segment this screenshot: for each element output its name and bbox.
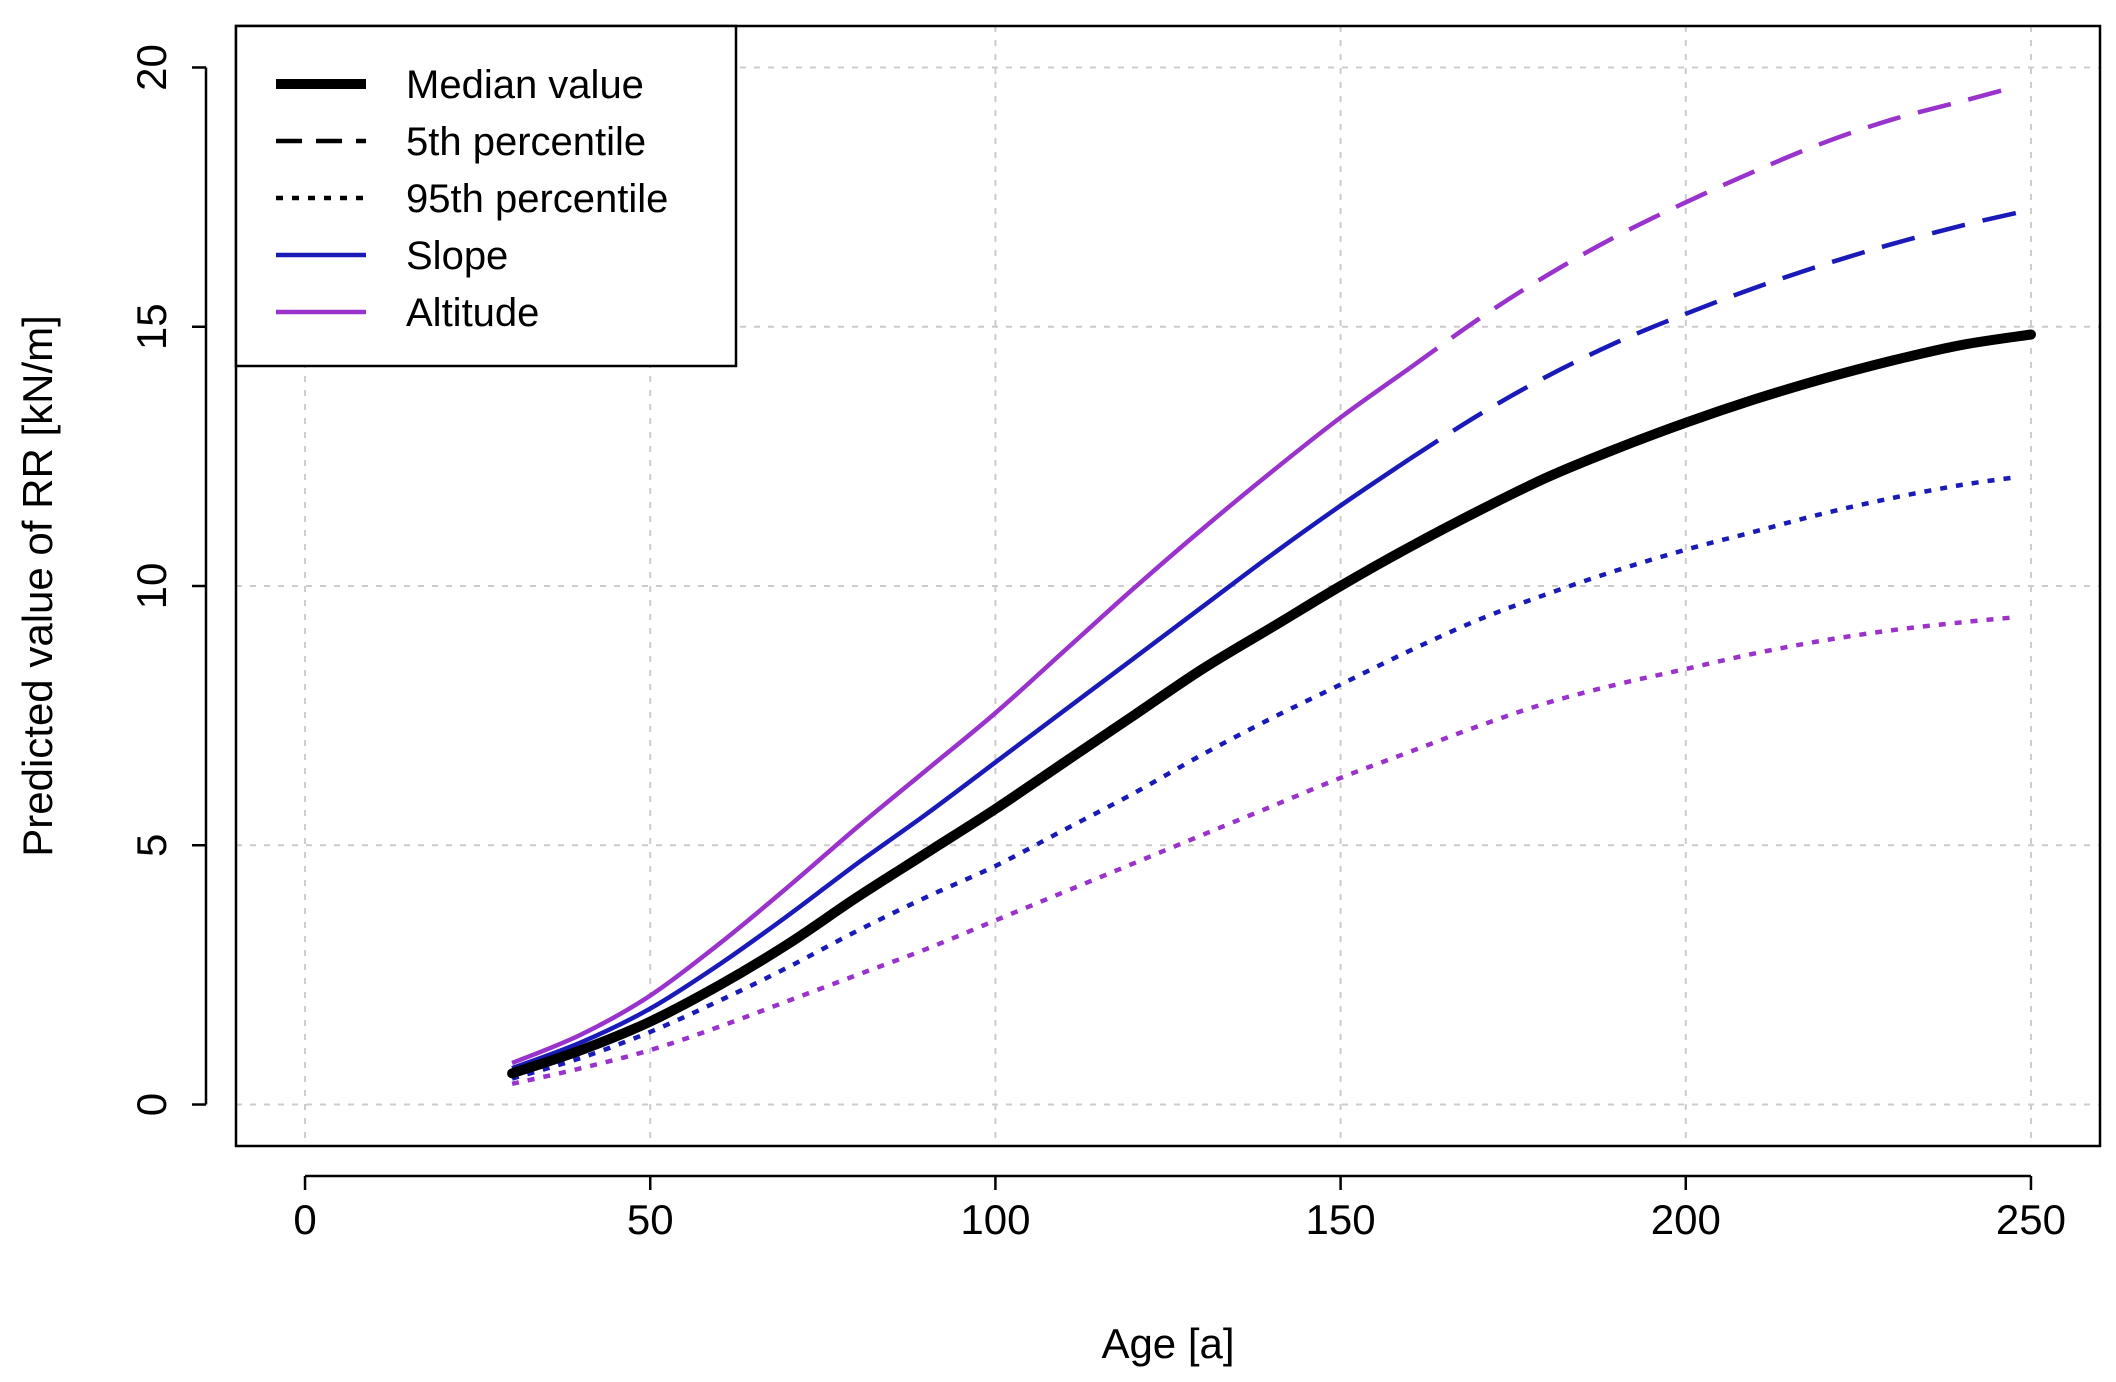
x-tick-label: 150 bbox=[1306, 1196, 1376, 1243]
series-line-altitude-5th-percentile bbox=[1408, 86, 2011, 371]
legend-label: Slope bbox=[406, 234, 508, 278]
series-line-altitude-5th-percentile bbox=[511, 366, 1411, 1066]
y-tick-label: 20 bbox=[128, 44, 175, 91]
y-tick-label: 10 bbox=[128, 563, 175, 610]
x-tick-label: 0 bbox=[293, 1196, 316, 1243]
x-tick-label: 100 bbox=[960, 1196, 1030, 1243]
legend-label: 5th percentile bbox=[406, 120, 646, 164]
y-tick-label: 15 bbox=[128, 303, 175, 350]
series-line-slope-95th-percentile bbox=[511, 474, 2018, 1081]
y-tick-label: 5 bbox=[128, 834, 175, 857]
legend: Median value 5th percentile 95th percentil… bbox=[234, 24, 738, 368]
series-line-slope-5th-percentile bbox=[511, 457, 1411, 1071]
legend-label: Altitude bbox=[406, 291, 539, 335]
legend-label: 95th percentile bbox=[406, 177, 668, 221]
y-axis-label: Predicted value of RR [kN/m] bbox=[14, 315, 61, 857]
series-layer bbox=[507, 86, 2036, 1086]
y-tick-label: 0 bbox=[128, 1093, 175, 1116]
x-tick-label: 200 bbox=[1651, 1196, 1721, 1243]
legend-label: Median value bbox=[406, 63, 644, 107]
series-line-median-value bbox=[507, 329, 2036, 1079]
plot-frame bbox=[234, 24, 2102, 1148]
axes: 0 50 100 150 200 250 0 5 10 15 20 bbox=[128, 44, 2066, 1243]
x-tick-label: 50 bbox=[627, 1196, 674, 1243]
x-tick-label: 250 bbox=[1996, 1196, 2066, 1243]
x-axis-label: Age [a] bbox=[1101, 1320, 1234, 1367]
series-line-altitude-95th-percentile bbox=[511, 614, 2018, 1086]
series-line-slope-5th-percentile bbox=[1408, 210, 2018, 461]
